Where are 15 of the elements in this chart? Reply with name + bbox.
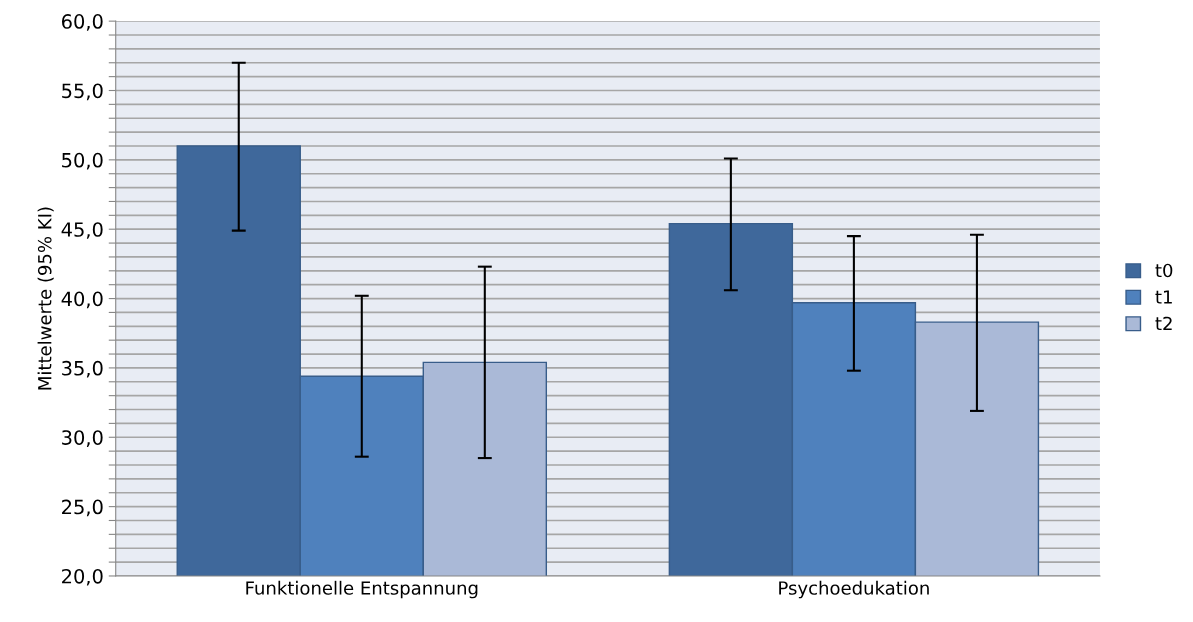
y-tick-label: 45,0 bbox=[61, 222, 103, 239]
y-tick-label: 25,0 bbox=[62, 499, 103, 517]
x-tick-label: Psychoedukation bbox=[779, 580, 929, 599]
legend-label: t2 bbox=[1155, 316, 1172, 331]
y-tick-label: 50,0 bbox=[62, 152, 103, 170]
x-tick-label: Funktionelle Entspannung bbox=[246, 580, 478, 599]
legend-label: t0 bbox=[1155, 263, 1173, 278]
y-tick-label: 60,0 bbox=[61, 14, 103, 31]
y-tick-label: 35,0 bbox=[62, 360, 103, 378]
y-axis-title: Mittelwerte (95% KI) bbox=[37, 207, 54, 390]
y-tick-label: 40,0 bbox=[61, 291, 103, 309]
y-tick-label: 55,0 bbox=[62, 83, 103, 101]
legend-label: t1 bbox=[1155, 290, 1172, 304]
y-tick-label: 20,0 bbox=[62, 568, 103, 586]
y-tick-label: 30,0 bbox=[62, 430, 103, 447]
